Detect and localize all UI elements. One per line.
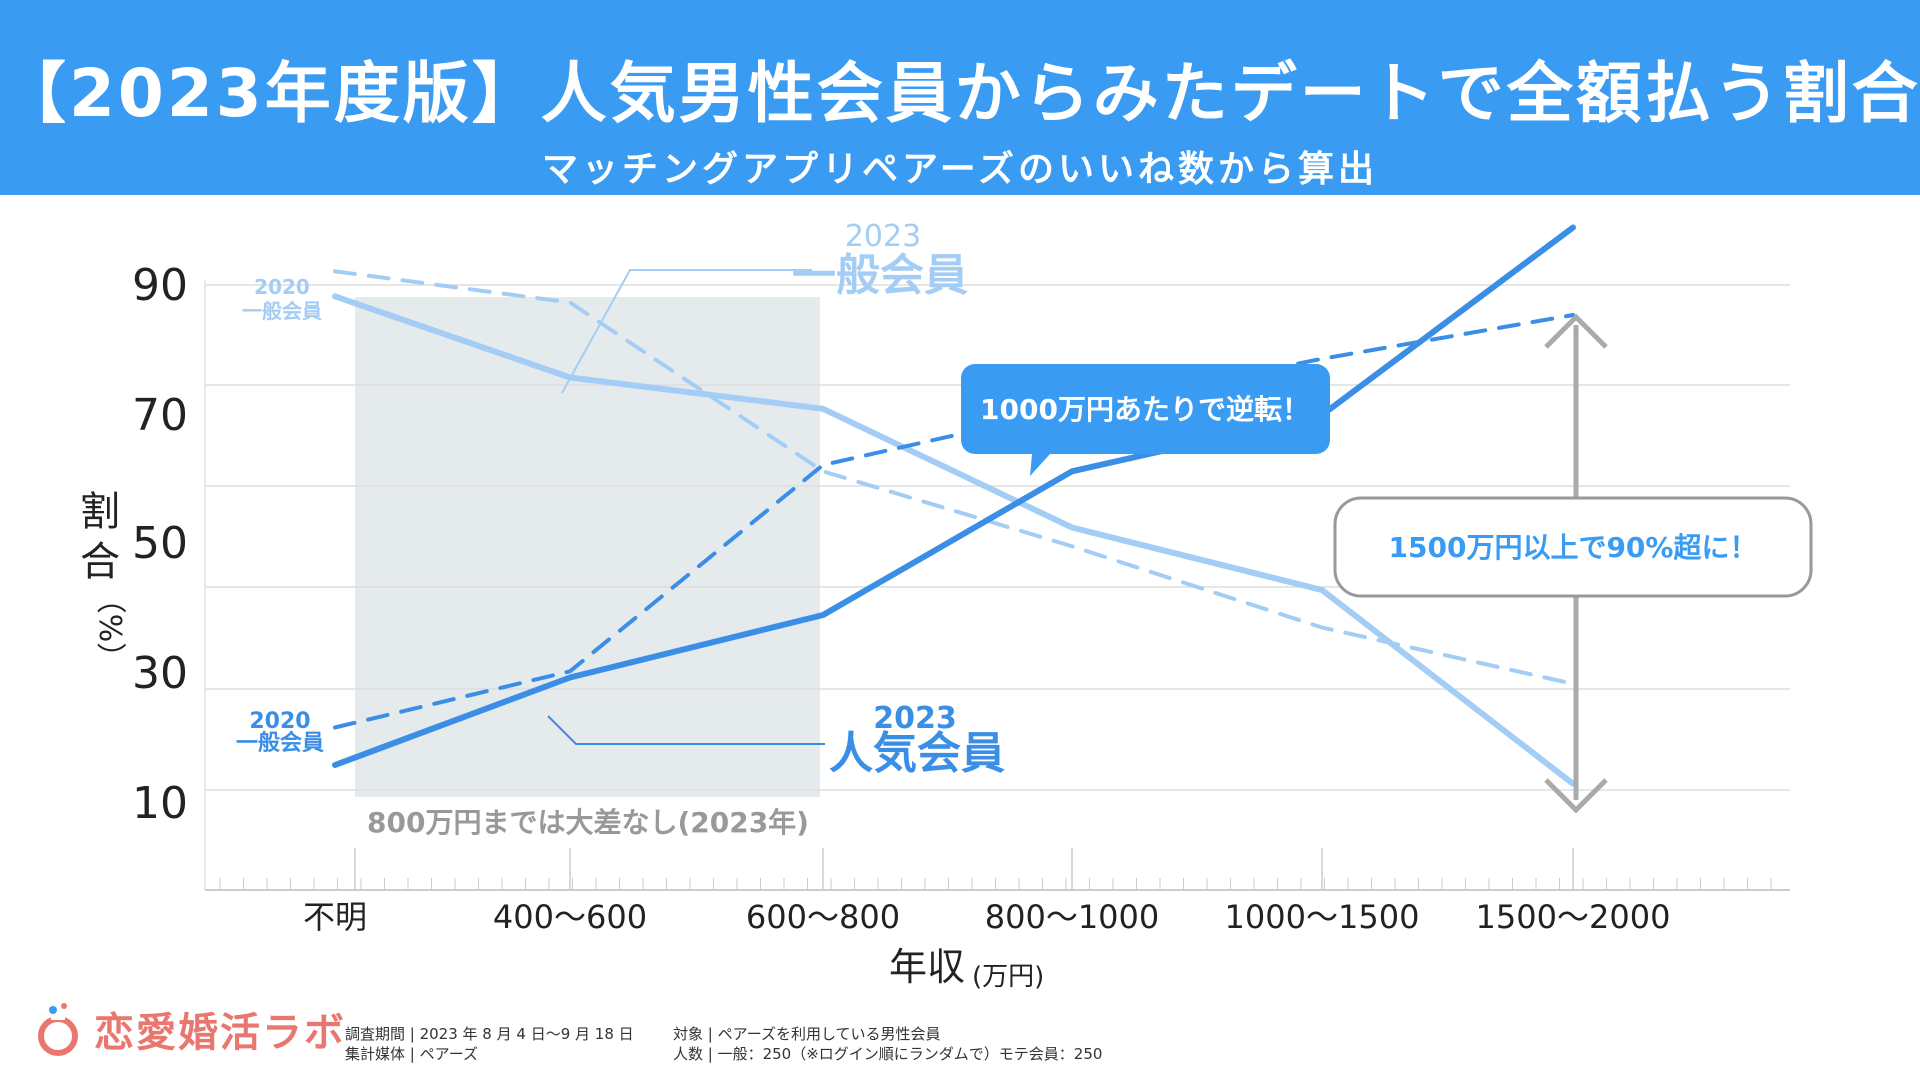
footer-right: 対象 | ペアーズを利用している男性会員 人数 | 一般：250（※ログイン順に… [673, 1024, 1102, 1064]
chart-title: 【2023年度版】人気男性会員からみたデートで全額払う割合 [0, 55, 1920, 132]
x-axis-label: 年収 [889, 945, 965, 989]
x-tick-label: 400〜600 [493, 898, 647, 936]
shaded-region-label: 800万円までは大差なし(2023年) [367, 806, 809, 839]
shaded-region [355, 297, 820, 797]
x-tick-label: 800〜1000 [985, 898, 1160, 936]
label-popular-2020-year: 2020 [249, 709, 310, 734]
label-popular-2023-name: 人気会員 [829, 728, 1005, 779]
logo: 恋愛婚活ラボ [30, 1000, 346, 1058]
label-general-2020-name: 一般会員 [242, 299, 322, 323]
callout-reversal-bubble [961, 364, 1330, 476]
survey-target: 対象 | ペアーズを利用している男性会員 [673, 1025, 941, 1043]
leader-popular-2023 [547, 715, 825, 745]
callout-reversal-text: 1000万円あたりで逆転！ [980, 393, 1310, 426]
series-line [332, 224, 1576, 768]
header-banner: 【2023年度版】人気男性会員からみたデートで全額払う割合 マッチングアプリペア… [0, 0, 1920, 195]
survey-media: 集計媒体 | ペアーズ [345, 1045, 478, 1063]
callout-over90-box [1333, 496, 1813, 598]
y-axis-label-char: 合 [80, 539, 120, 585]
survey-period: 調査期間 | 2023 年 8 月 4 日〜9 月 18 日 [345, 1025, 634, 1043]
footer-left: 調査期間 | 2023 年 8 月 4 日〜9 月 18 日 集計媒体 | ペア… [345, 1024, 634, 1064]
y-tick-label: 30 [132, 648, 188, 699]
series-line [333, 269, 1575, 686]
x-tick-label: 1000〜1500 [1225, 898, 1420, 936]
label-general-2023-name: 一般会員 [792, 250, 968, 301]
y-tick-label: 50 [132, 518, 188, 569]
label-popular-2023-year: 2023 [873, 701, 957, 736]
label-general-2020-year: 2020 [254, 275, 310, 299]
series-line [333, 313, 1575, 730]
x-tick-label: 不明 [303, 898, 367, 936]
x-tick-label: 1500〜2000 [1476, 898, 1671, 936]
chart-subtitle: マッチングアプリペアーズのいいね数から算出 [541, 149, 1379, 190]
flask-icon [38, 1003, 78, 1056]
arrow-head-up [1544, 313, 1608, 349]
x-axis-unit: (万円) [972, 962, 1044, 992]
label-general-2023-year: 2023 [845, 219, 921, 254]
logo-text: 恋愛婚活ラボ [94, 1010, 346, 1056]
callout-over90-text: 1500万円以上で90%超に！ [1389, 531, 1758, 564]
line-chart: 90 70 50 30 10 割合（%） 不明 400〜600 600〜800 800〜1000 1… [80, 219, 1813, 992]
label-popular-2020-name: 一般会員 [236, 730, 324, 756]
series-line [332, 293, 1576, 787]
y-tick-label: 90 [132, 260, 188, 311]
arrow-head-down [1544, 778, 1608, 814]
leader-general-2023 [561, 269, 812, 394]
y-axis-label-unit: （%） [92, 584, 127, 673]
survey-count: 人数 | 一般：250（※ログイン順にランダムで）モテ会員：250 [673, 1045, 1103, 1063]
x-tick-label: 600〜800 [746, 898, 900, 936]
y-tick-label: 10 [132, 778, 188, 829]
y-axis-label-char: 割 [80, 489, 120, 535]
y-tick-label: 70 [132, 390, 188, 441]
